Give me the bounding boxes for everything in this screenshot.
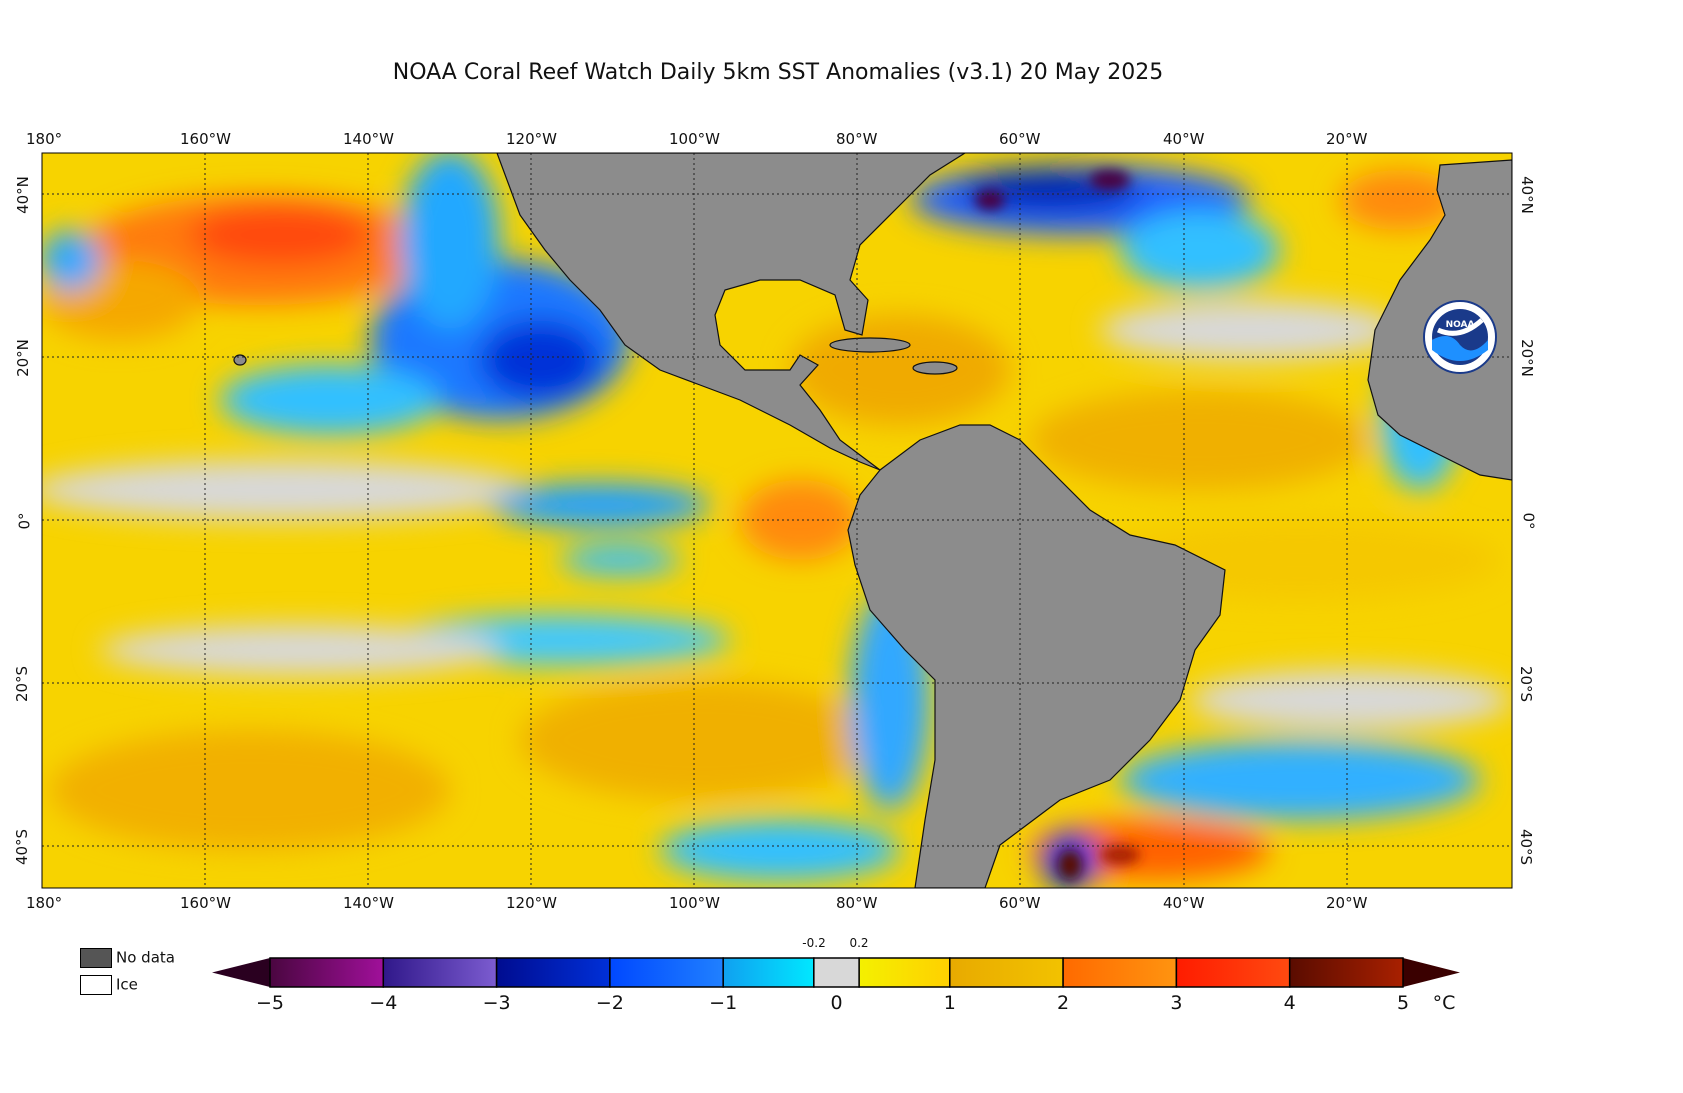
lat-label: 20°S: [13, 665, 32, 703]
lon-label: 40°W: [1163, 130, 1205, 148]
colorbar-tick-label: 5: [1396, 992, 1410, 1014]
lat-label: 40°N: [1517, 176, 1536, 214]
lon-label: 140°W: [343, 894, 394, 912]
south-america-land: [847, 424, 1226, 888]
colorbar-over-triangle: [1403, 958, 1460, 987]
north-america-land: [496, 153, 967, 471]
lat-label: 20°N: [1517, 339, 1536, 377]
lon-label: 20°W: [1326, 894, 1368, 912]
lon-label: 160°W: [180, 894, 231, 912]
legend-no-data: No data: [80, 948, 175, 968]
lon-label: 40°W: [1163, 894, 1205, 912]
hawaii-land: [233, 354, 247, 366]
ice-swatch: [80, 975, 112, 995]
lon-label: 80°W: [836, 894, 878, 912]
noaa-logo-text: NOAA: [1446, 320, 1475, 330]
colorbar-unit: °C: [1432, 992, 1456, 1014]
ocean-anomaly-field: [42, 153, 1512, 888]
lon-label: 120°W: [506, 130, 557, 148]
no-data-label: No data: [116, 948, 175, 967]
colorbar-tick-label: −4: [369, 992, 398, 1014]
lat-label: 40°N: [13, 176, 32, 214]
colorbar-tick-label: 4: [1283, 992, 1296, 1014]
colorbar-small-tick: 0.2: [849, 936, 869, 950]
lon-label: 100°W: [669, 130, 720, 148]
map-title: NOAA Coral Reef Watch Daily 5km SST Anom…: [392, 60, 1164, 85]
lon-label: 180°: [26, 130, 63, 148]
lat-label: 0°: [15, 512, 34, 530]
lat-label: 20°N: [13, 339, 32, 377]
colorbar-bin: [949, 957, 1064, 988]
lon-label: 60°W: [999, 894, 1041, 912]
colorbar-bin: [495, 957, 611, 988]
lon-label: 100°W: [669, 894, 720, 912]
cuba-land: [829, 337, 911, 353]
ice-label: Ice: [116, 975, 138, 994]
lat-label: 40°S: [13, 828, 32, 866]
colorbar-bin: [722, 957, 815, 988]
colorbar-bin: [269, 957, 385, 988]
colorbar-bin: [382, 957, 498, 988]
graticule: [42, 153, 1512, 888]
colorbar-tick-label: 0: [830, 992, 843, 1014]
colorbar-tick-label: −2: [595, 992, 624, 1014]
colorbar-bin: [1062, 957, 1178, 988]
colorbar-tick-label: 2: [1057, 992, 1070, 1014]
lon-label: 180°: [26, 894, 63, 912]
colorbar-bin: [1288, 957, 1404, 988]
noaa-logo: NOAA: [1423, 300, 1497, 374]
lon-label: 20°W: [1326, 130, 1368, 148]
lon-label: 60°W: [999, 130, 1041, 148]
no-data-swatch: [80, 948, 112, 968]
hispaniola-land: [912, 361, 958, 375]
colorbar: [212, 957, 1460, 988]
colorbar-small-tick: -0.2: [802, 936, 826, 950]
colorbar-under-triangle: [212, 958, 270, 987]
lat-label: 40°S: [1517, 828, 1536, 866]
colorbar-tick-label: −5: [255, 992, 285, 1014]
colorbar-tick-label: 3: [1170, 992, 1183, 1014]
lon-label: 140°W: [343, 130, 394, 148]
colorbar-bin: [858, 957, 951, 988]
legend-ice: Ice: [80, 975, 138, 995]
colorbar-bin: [813, 957, 860, 988]
lon-label: 120°W: [506, 894, 557, 912]
colorbar-tick-label: 1: [943, 992, 956, 1014]
lat-label: 20°S: [1517, 665, 1536, 703]
colorbar-tick-label: −1: [709, 992, 738, 1014]
colorbar-bin: [1175, 957, 1291, 988]
lat-label: 0°: [1519, 512, 1538, 530]
colorbar-tick-label: −3: [482, 992, 511, 1014]
lon-label: 80°W: [836, 130, 878, 148]
colorbar-bin: [609, 957, 724, 988]
lon-label: 160°W: [180, 130, 231, 148]
